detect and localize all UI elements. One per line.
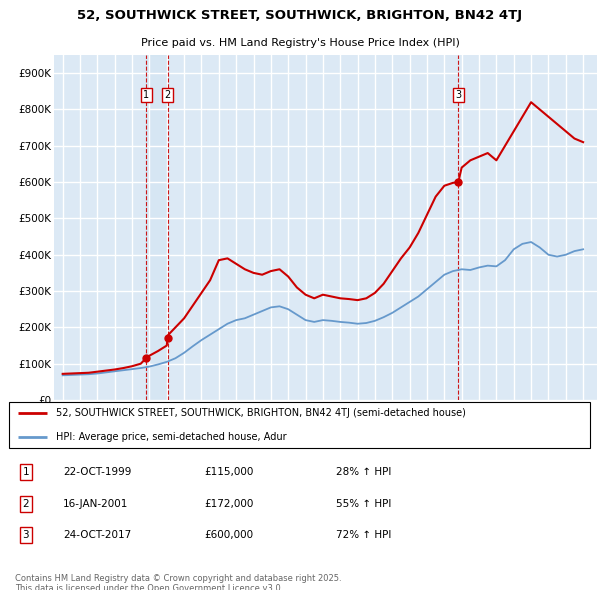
Text: 72% ↑ HPI: 72% ↑ HPI [336,530,391,540]
Text: 3: 3 [455,90,461,100]
Text: 16-JAN-2001: 16-JAN-2001 [63,499,128,509]
Text: HPI: Average price, semi-detached house, Adur: HPI: Average price, semi-detached house,… [56,432,287,442]
Text: 2: 2 [22,499,29,509]
Text: £172,000: £172,000 [204,499,253,509]
Text: 2: 2 [164,90,171,100]
Text: 1: 1 [143,90,149,100]
Text: 22-OCT-1999: 22-OCT-1999 [63,467,131,477]
Text: 55% ↑ HPI: 55% ↑ HPI [336,499,391,509]
Text: 52, SOUTHWICK STREET, SOUTHWICK, BRIGHTON, BN42 4TJ: 52, SOUTHWICK STREET, SOUTHWICK, BRIGHTO… [77,9,523,22]
Text: £115,000: £115,000 [204,467,253,477]
Text: Price paid vs. HM Land Registry's House Price Index (HPI): Price paid vs. HM Land Registry's House … [140,38,460,48]
Text: 3: 3 [22,530,29,540]
Text: 24-OCT-2017: 24-OCT-2017 [63,530,131,540]
Text: 52, SOUTHWICK STREET, SOUTHWICK, BRIGHTON, BN42 4TJ (semi-detached house): 52, SOUTHWICK STREET, SOUTHWICK, BRIGHTO… [56,408,466,418]
Text: Contains HM Land Registry data © Crown copyright and database right 2025.
This d: Contains HM Land Registry data © Crown c… [15,573,341,590]
Text: 1: 1 [22,467,29,477]
Text: £600,000: £600,000 [204,530,253,540]
Bar [146,55,167,400]
Text: 28% ↑ HPI: 28% ↑ HPI [336,467,391,477]
